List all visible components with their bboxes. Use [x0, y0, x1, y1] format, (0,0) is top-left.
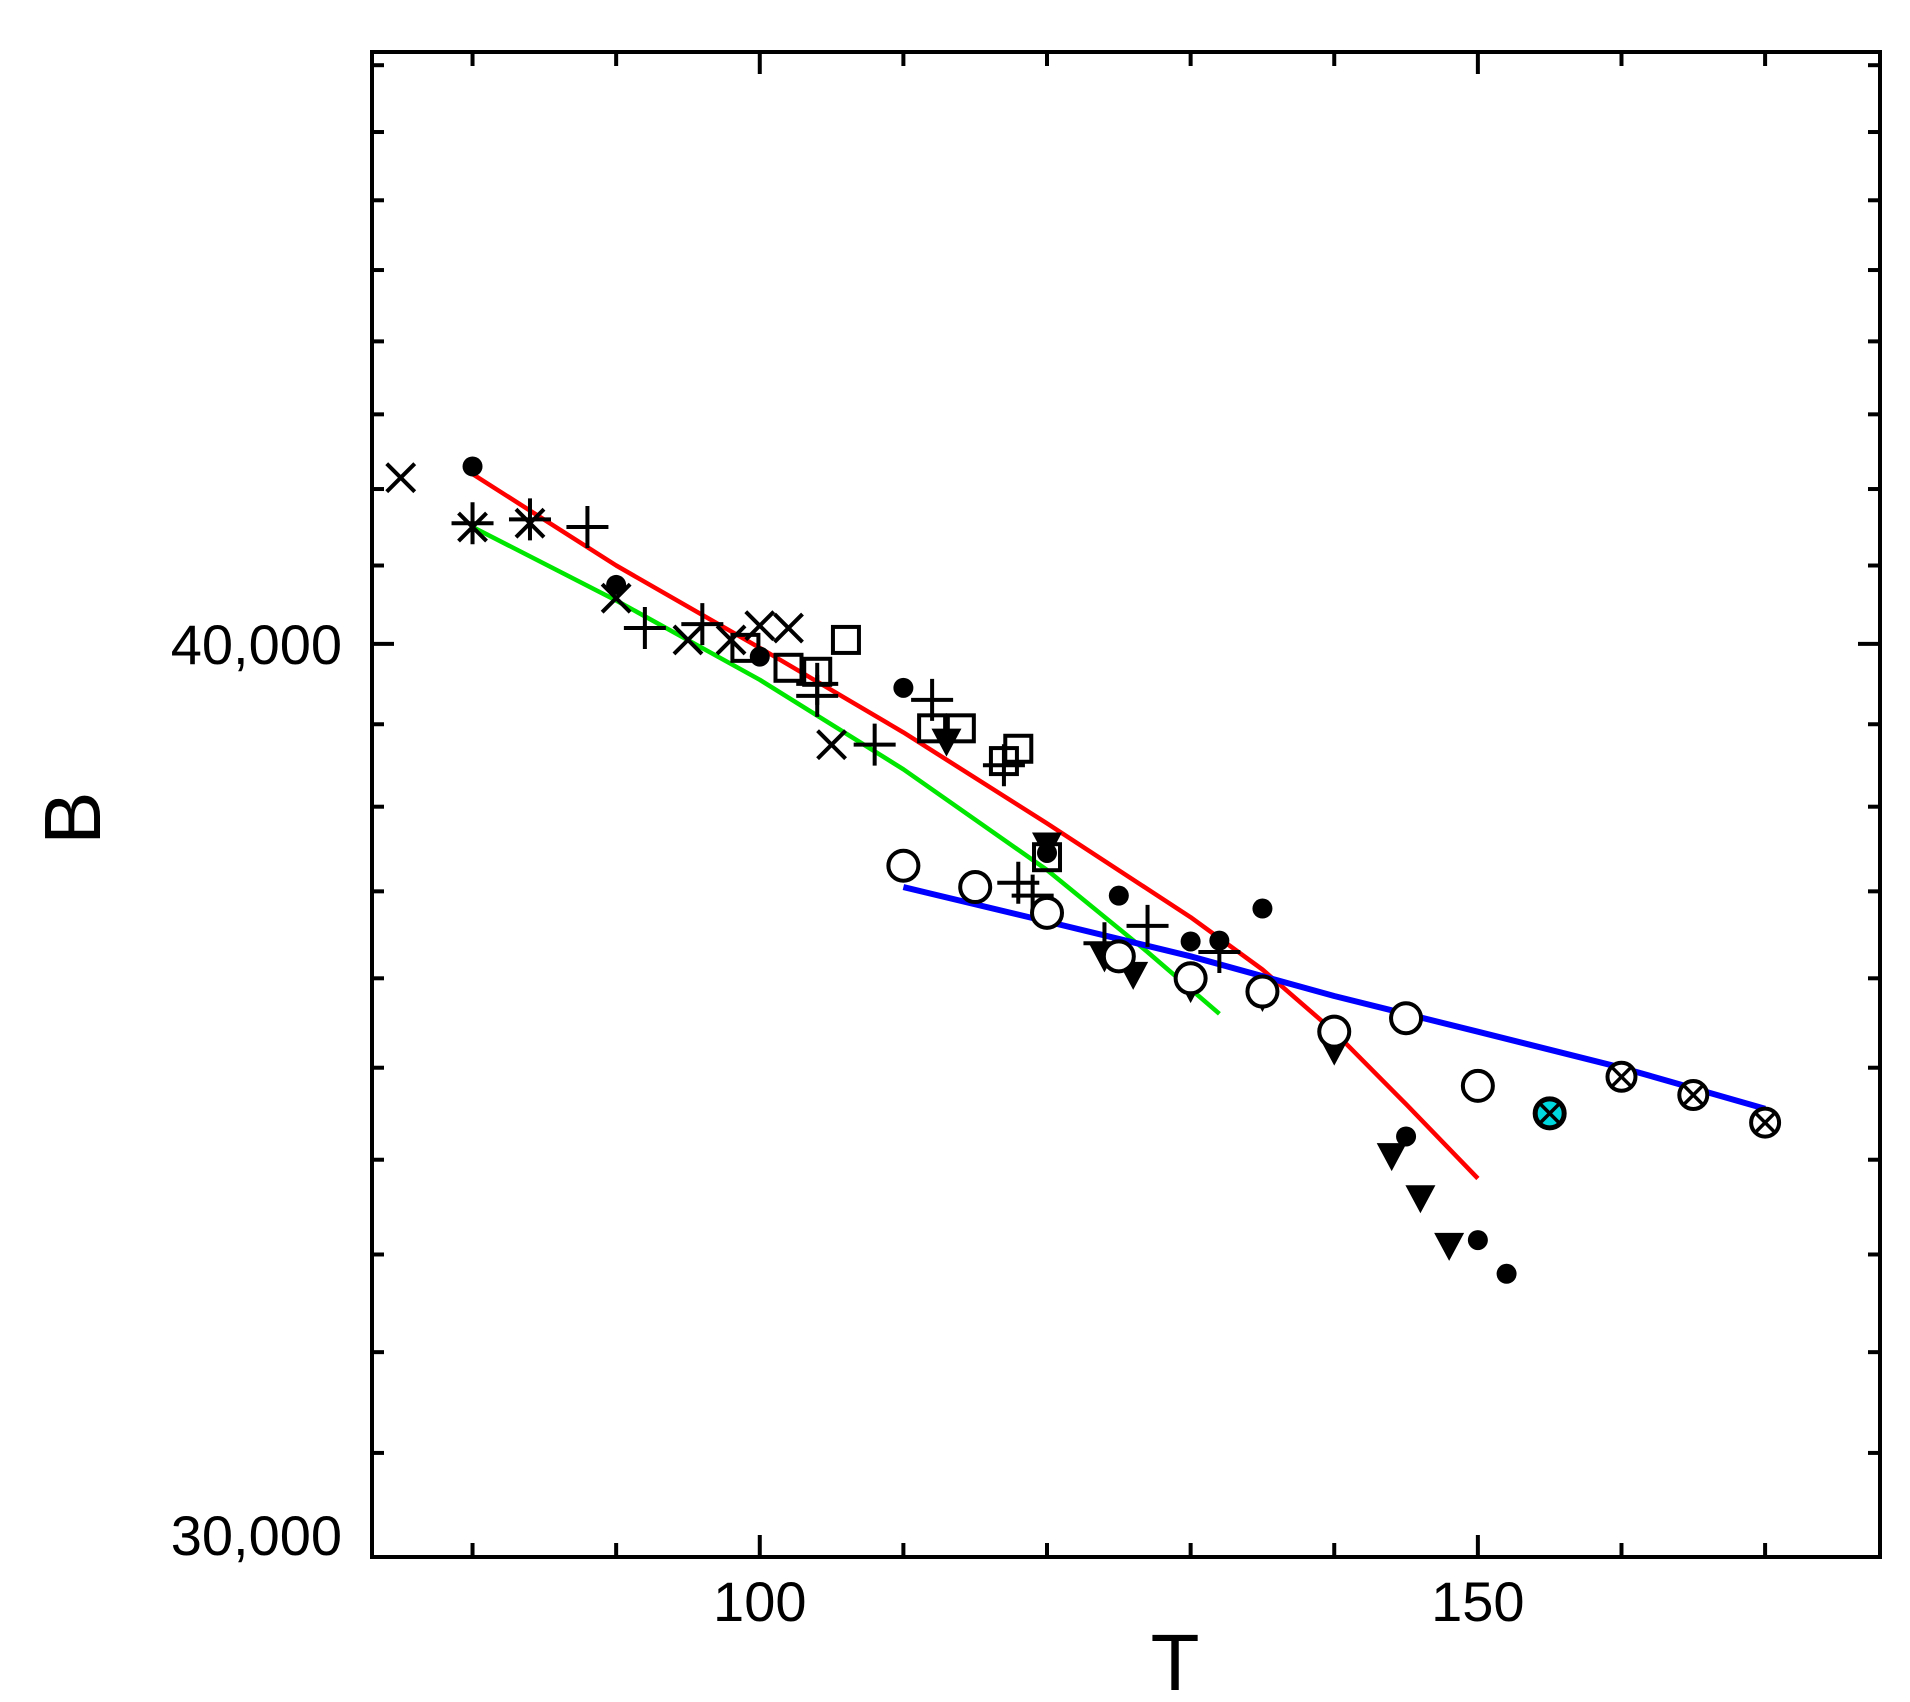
data-point-plus-5	[681, 603, 724, 646]
data-point-circle-x-3	[1677, 1079, 1710, 1112]
data-point-square-8	[1003, 733, 1034, 764]
series-x	[385, 462, 847, 761]
series-open-circle	[886, 848, 1567, 1131]
series-filled-circle	[462, 456, 1517, 1284]
data-point-open-circle-8	[1389, 1001, 1424, 1036]
data-point-triangle-down-1	[931, 728, 962, 757]
data-point-filled-circle-6	[1108, 885, 1129, 906]
data-point-filled-circle-4	[893, 677, 914, 698]
plot-frame	[370, 50, 1882, 1559]
data-point-plus-4	[623, 607, 666, 650]
y-axis-label: B	[28, 791, 117, 844]
data-point-filled-circle-1	[462, 456, 483, 477]
tick-labels: 100 150 40,000 30,000	[171, 613, 1525, 1633]
x-axis-label: T	[1151, 1618, 1200, 1702]
data-point-triangle-down-2	[1032, 832, 1063, 861]
data-point-open-circle-2	[958, 870, 993, 905]
data-points	[385, 456, 1782, 1284]
fit-line-2	[471, 524, 1221, 1016]
fit-lines	[471, 472, 1766, 1181]
data-point-triangle-down-9	[1405, 1185, 1436, 1214]
data-point-x-4	[600, 582, 632, 614]
data-point-circle-x-1	[1533, 1097, 1566, 1130]
data-point-filled-circle-9	[1252, 898, 1273, 919]
data-point-plus-8	[853, 723, 896, 766]
data-point-plus-1	[451, 502, 494, 545]
x-tick-label-150: 150	[1431, 1570, 1524, 1633]
data-point-plus-3	[566, 506, 609, 549]
data-point-filled-circle-7	[1180, 931, 1201, 952]
y-tick-label-40000: 40,000	[171, 613, 342, 676]
data-point-circle-x-4-cross	[1754, 1112, 1776, 1133]
data-point-open-circle-5	[1173, 961, 1208, 996]
data-point-open-circle-3	[1030, 895, 1065, 930]
data-point-circle-x-3-cross	[1683, 1084, 1704, 1106]
series-circle-x	[1533, 1060, 1782, 1139]
data-point-square-4	[830, 624, 861, 655]
data-point-square-3	[802, 656, 833, 687]
fit-line-1	[471, 472, 1480, 1181]
data-point-x-5	[672, 624, 704, 656]
data-point-filled-circle-11	[1467, 1230, 1488, 1251]
data-point-open-circle-4	[1101, 939, 1136, 974]
data-point-square-6	[945, 713, 976, 744]
data-point-plus-14	[1198, 930, 1241, 973]
data-point-plus-13	[1126, 904, 1169, 947]
data-point-filled-circle-2	[606, 574, 627, 595]
x-tick-label-100: 100	[713, 1570, 806, 1633]
data-point-square-5	[917, 713, 948, 744]
data-point-triangle-down-10	[1434, 1232, 1465, 1261]
data-point-square-2	[773, 652, 804, 683]
data-point-circle-x-2	[1605, 1060, 1638, 1093]
data-point-plus-2	[508, 498, 551, 541]
y-tick-label-30000: 30,000	[171, 1504, 342, 1567]
data-point-circle-x-2-cross	[1611, 1066, 1632, 1088]
data-point-square-1	[730, 632, 761, 663]
data-point-open-circle-7	[1317, 1014, 1352, 1049]
series-square	[730, 624, 1063, 873]
axis-ticks	[372, 52, 1880, 1557]
data-point-open-circle-9	[1460, 1068, 1495, 1103]
data-point-x-1	[385, 462, 417, 494]
data-point-circle-x-1-cross	[1539, 1103, 1560, 1124]
data-point-x-8	[773, 612, 804, 644]
data-point-plus-7	[796, 674, 839, 717]
data-point-filled-circle-10	[1396, 1126, 1417, 1147]
data-point-open-circle-1	[886, 848, 921, 883]
data-point-x-9	[816, 729, 847, 761]
data-point-circle-x-4	[1749, 1106, 1782, 1139]
data-point-open-circle-6	[1245, 974, 1280, 1009]
data-point-triangle-down-8	[1376, 1143, 1407, 1172]
data-point-filled-circle-12	[1496, 1263, 1517, 1284]
